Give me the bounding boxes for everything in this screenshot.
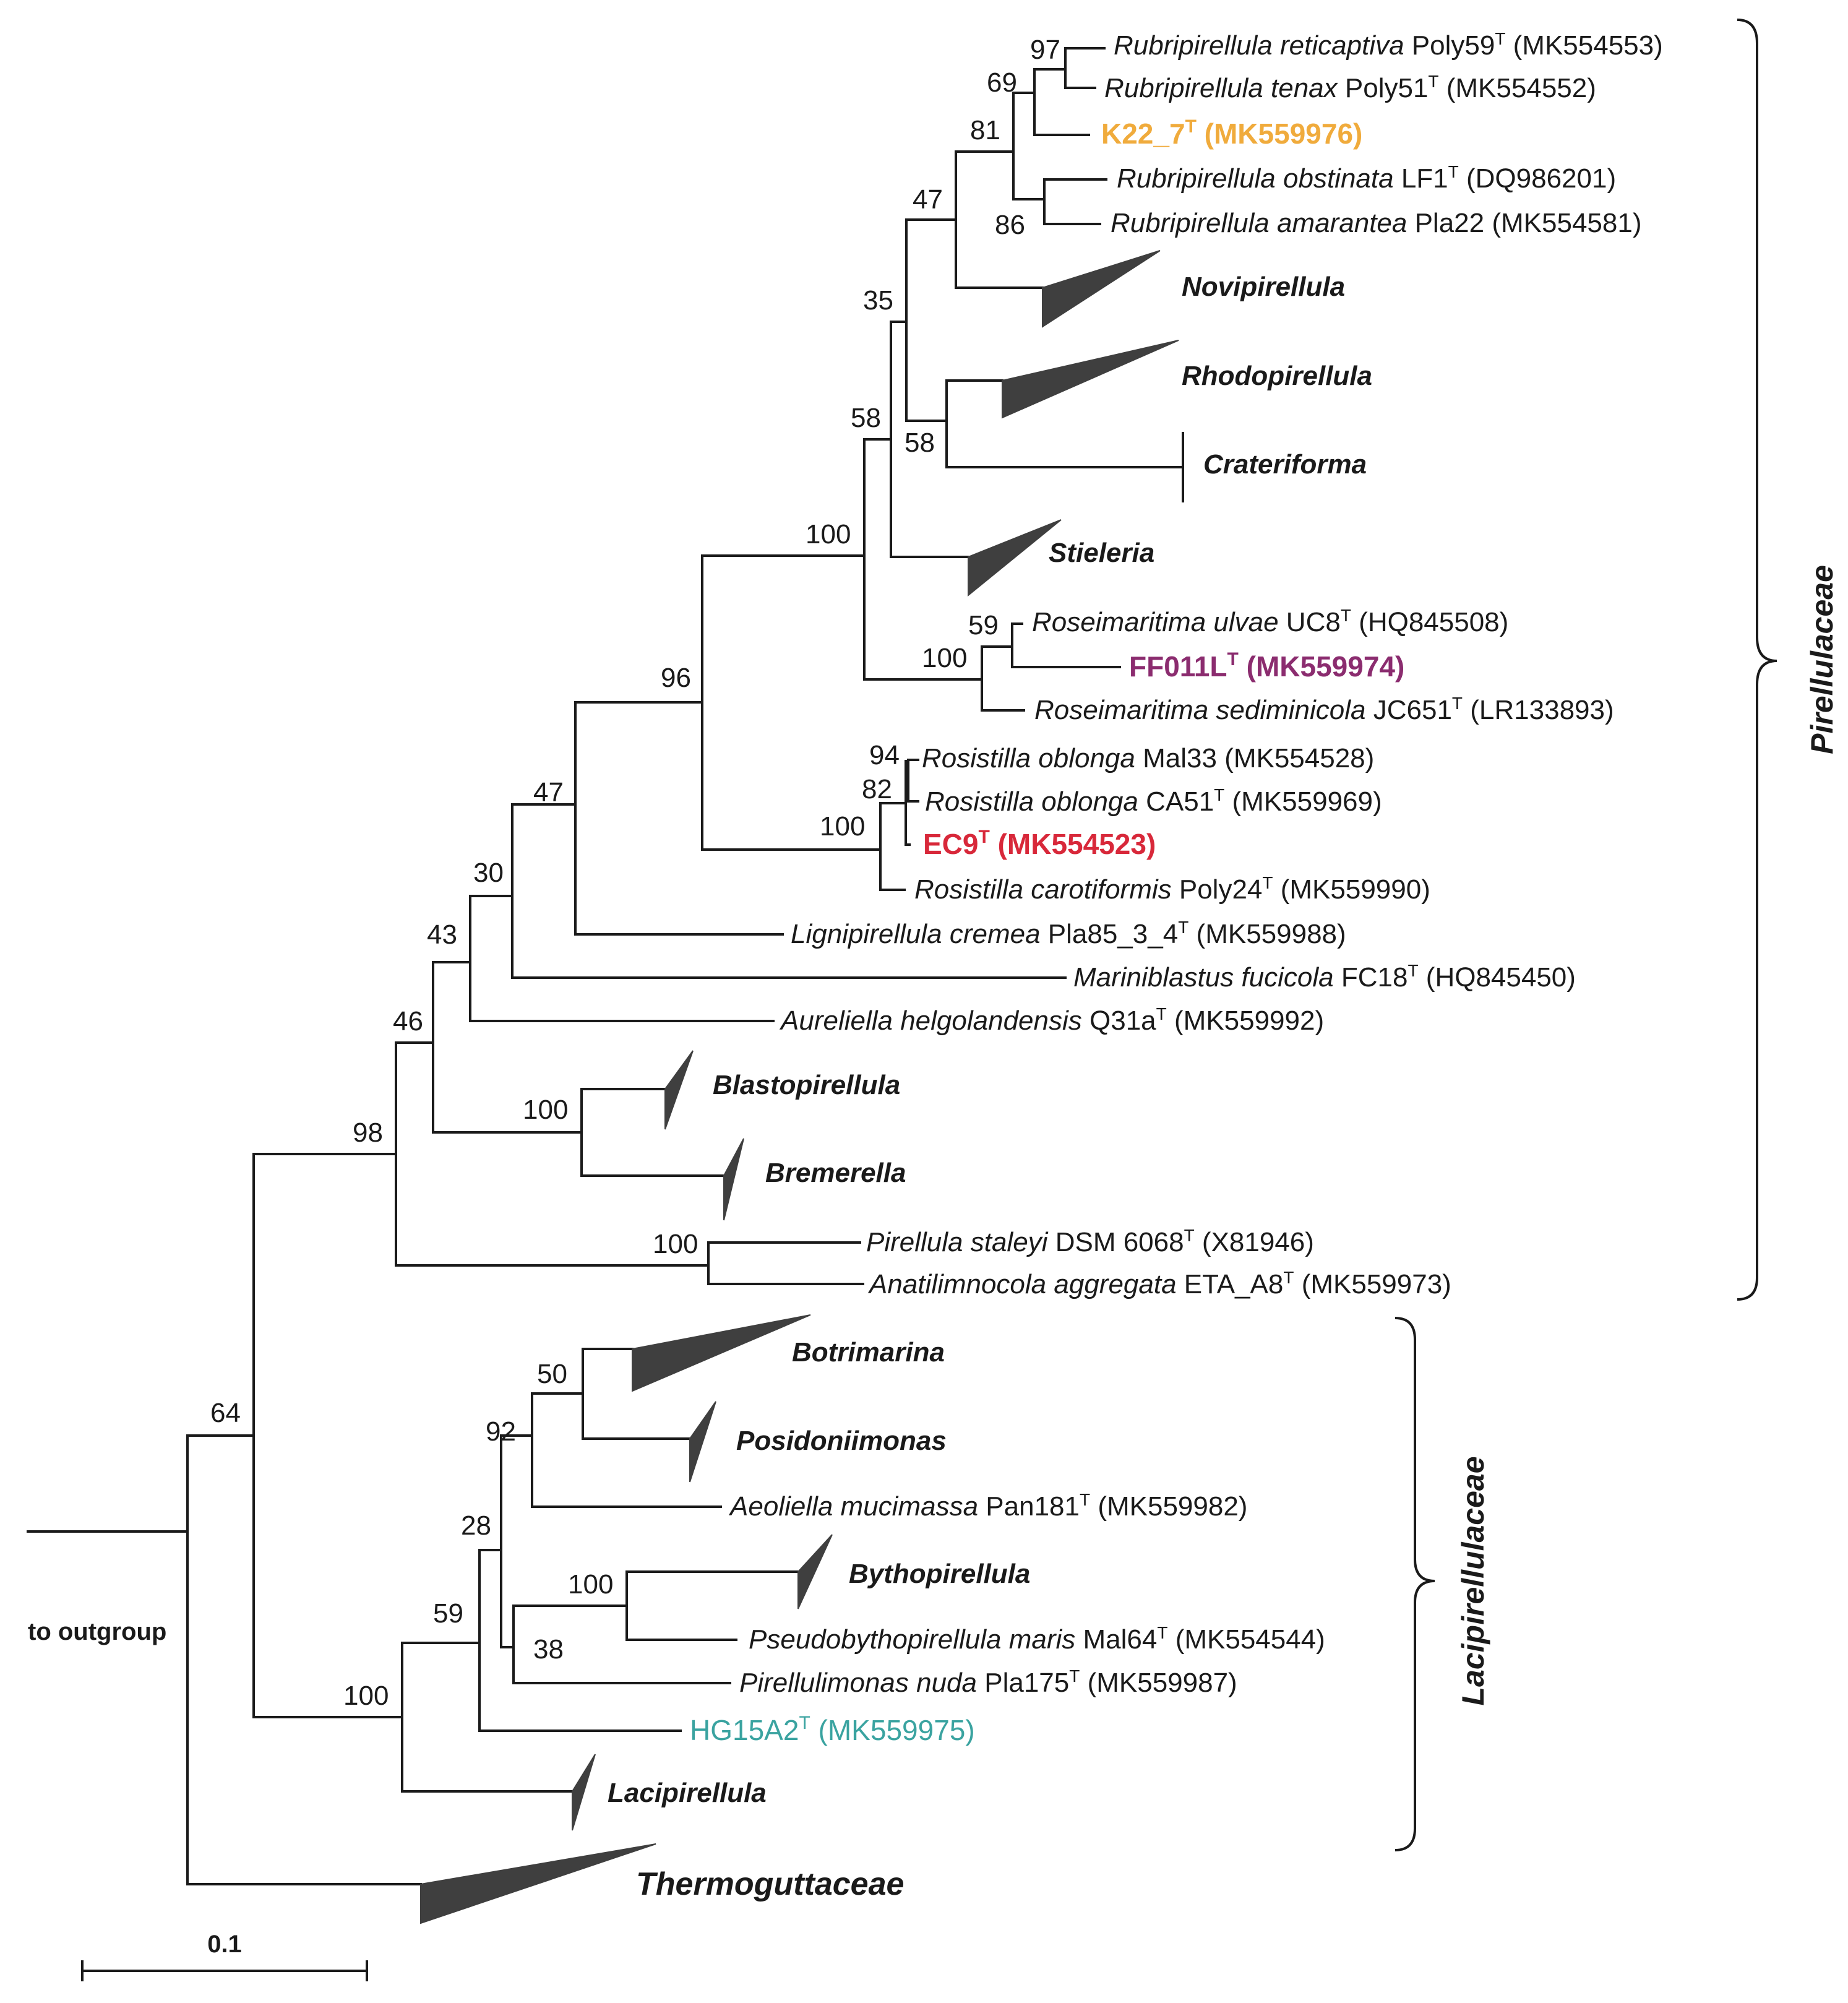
bootstrap-n64: 64 <box>210 1398 241 1428</box>
taxon-mal33: Rosistilla oblonga Mal33 (MK554528) <box>922 743 1374 773</box>
bootstrap-n100g: 100 <box>343 1681 389 1711</box>
clade-lacipirellula: Lacipirellula <box>608 1778 767 1808</box>
family-annotations: Pirellulaceae Lacipirellulaceae <box>1395 19 1839 1851</box>
bootstrap-n38: 38 <box>533 1634 564 1665</box>
taxon-ec9: EC9T (MK554523) <box>923 827 1156 860</box>
bootstrap-n30: 30 <box>473 858 504 888</box>
clade-stieleria: Stieleria <box>1049 538 1154 568</box>
bootstrap-n94: 94 <box>869 740 900 770</box>
taxon-fucicola: Mariniblastus fucicola FC18T (HQ845450) <box>1073 961 1576 993</box>
triangle-bythopirellula <box>797 1534 833 1609</box>
triangle-posidoniimonas <box>689 1401 716 1483</box>
taxon-aggregata: Anatilimnocola aggregata ETA_A8T (MK5599… <box>867 1268 1451 1299</box>
clade-bythopirellula: Bythopirellula <box>849 1559 1030 1589</box>
bootstrap-n92: 92 <box>486 1416 516 1447</box>
bootstrap-n46: 46 <box>393 1006 423 1036</box>
family-lacipirellulaceae: Lacipirellulaceae <box>1456 1456 1490 1705</box>
taxon-nuda: Pirellulimonas nuda Pla175T (MK559987) <box>739 1666 1237 1698</box>
taxon-cremea: Lignipirellula cremea Pla85_3_4T (MK5599… <box>791 918 1346 949</box>
scale-bar-label: 0.1 <box>207 1931 242 1958</box>
clade-crateriforma: Crateriforma <box>1203 449 1367 480</box>
bootstrap-n100e: 100 <box>653 1229 698 1259</box>
bootstrap-n47b: 47 <box>533 777 564 808</box>
bootstrap-n50: 50 <box>537 1359 567 1389</box>
triangle-rhodopirellula <box>1002 340 1179 419</box>
triangle-stieleria <box>968 519 1062 597</box>
bootstrap-n81: 81 <box>970 115 1000 145</box>
bootstrap-n86: 86 <box>995 210 1025 240</box>
clade-blastopirellula: Blastopirellula <box>713 1070 900 1100</box>
taxon-ca51: Rosistilla oblonga CA51T (MK559969) <box>925 785 1382 817</box>
taxon-mucimassa: Aeoliella mucimassa Pan181T (MK559982) <box>728 1490 1247 1522</box>
taxon-amarantea: Rubripirellula amarantea Pla22 (MK554581… <box>1111 208 1641 238</box>
taxon-tenax: Rubripirellula tenax Poly51T (MK554552) <box>1104 72 1596 103</box>
taxon-labels: Rubripirellula reticaptiva Poly59T (MK55… <box>690 29 1663 1746</box>
bootstrap-n100f: 100 <box>568 1569 613 1600</box>
tree-branches <box>27 47 1184 1885</box>
triangle-thermoguttaceae <box>420 1843 656 1924</box>
bootstrap-n58b: 58 <box>905 428 935 458</box>
taxon-helgolandensis: Aureliella helgolandensis Q31aT (MK55999… <box>779 1004 1324 1036</box>
clade-rhodopirellula: Rhodopirellula <box>1182 361 1372 391</box>
taxon-obstinata: Rubripirellula obstinata LF1T (DQ986201) <box>1117 162 1616 194</box>
clade-novipirellula: Novipirellula <box>1182 272 1345 302</box>
triangle-bremerella <box>723 1138 744 1221</box>
scale-bar: 0.1 <box>81 1931 368 1981</box>
brace-pirellulaceae <box>1737 19 1777 1301</box>
taxon-sediminicola: Roseimaritima sediminicola JC651T (LR133… <box>1034 694 1614 725</box>
clade-bremerella: Bremerella <box>765 1158 906 1188</box>
bootstrap-n98: 98 <box>353 1118 383 1148</box>
bootstrap-n100d: 100 <box>523 1095 568 1125</box>
taxon-staleyi: Pirellula staleyi DSM 6068T (X81946) <box>866 1226 1314 1257</box>
bootstrap-n47a: 47 <box>913 184 943 215</box>
scale-bar-line <box>81 1960 368 1981</box>
outgroup-label: to outgroup <box>28 1618 166 1645</box>
collapsed-clades <box>420 250 1184 1924</box>
bootstrap-values: 97 69 81 86 47 35 58 58 100 59 100 96 94… <box>210 35 1060 1711</box>
bootstrap-n96: 96 <box>661 663 691 693</box>
bootstrap-n100b: 100 <box>922 643 967 673</box>
triangle-novipirellula <box>1042 250 1161 328</box>
taxon-maris: Pseudobythopirellula maris Mal64T (MK554… <box>749 1623 1325 1655</box>
triangle-lacipirellula <box>572 1754 596 1831</box>
clade-posidoniimonas: Posidoniimonas <box>736 1426 947 1456</box>
bootstrap-n59b: 59 <box>433 1598 463 1629</box>
taxon-ff011l: FF011LT (MK559974) <box>1129 649 1404 683</box>
clade-botrimarina: Botrimarina <box>792 1337 945 1368</box>
taxon-reticaptiva: Rubripirellula reticaptiva Poly59T (MK55… <box>1114 29 1663 61</box>
brace-lacipirellulaceae <box>1395 1317 1435 1851</box>
bootstrap-n100c: 100 <box>820 811 865 842</box>
taxon-k22: K22_7T (MK559976) <box>1101 116 1362 150</box>
bootstrap-n100a: 100 <box>806 519 851 549</box>
bootstrap-n59a: 59 <box>968 610 999 640</box>
clade-thermoguttaceae: Thermoguttaceae <box>636 1866 904 1902</box>
taxon-ulvae: Roseimaritima ulvae UC8T (HQ845508) <box>1032 606 1508 637</box>
bootstrap-n58a: 58 <box>851 403 881 433</box>
taxon-hg15a2: HG15A2T (MK559975) <box>690 1713 975 1746</box>
bootstrap-n82: 82 <box>862 774 892 804</box>
bootstrap-n28: 28 <box>461 1510 491 1541</box>
triangle-botrimarina <box>632 1314 811 1392</box>
family-pirellulaceae: Pirellulaceae <box>1805 565 1839 754</box>
triangle-blastopirellula <box>664 1050 694 1130</box>
bootstrap-n43: 43 <box>427 920 457 950</box>
bootstrap-n97: 97 <box>1030 35 1060 65</box>
bootstrap-n69: 69 <box>987 67 1017 98</box>
bootstrap-n35: 35 <box>863 285 893 316</box>
taxon-carotiformis: Rosistilla carotiformis Poly24T (MK55999… <box>914 873 1430 905</box>
clade-labels: Novipirellula Rhodopirellula Crateriform… <box>608 272 1372 1902</box>
